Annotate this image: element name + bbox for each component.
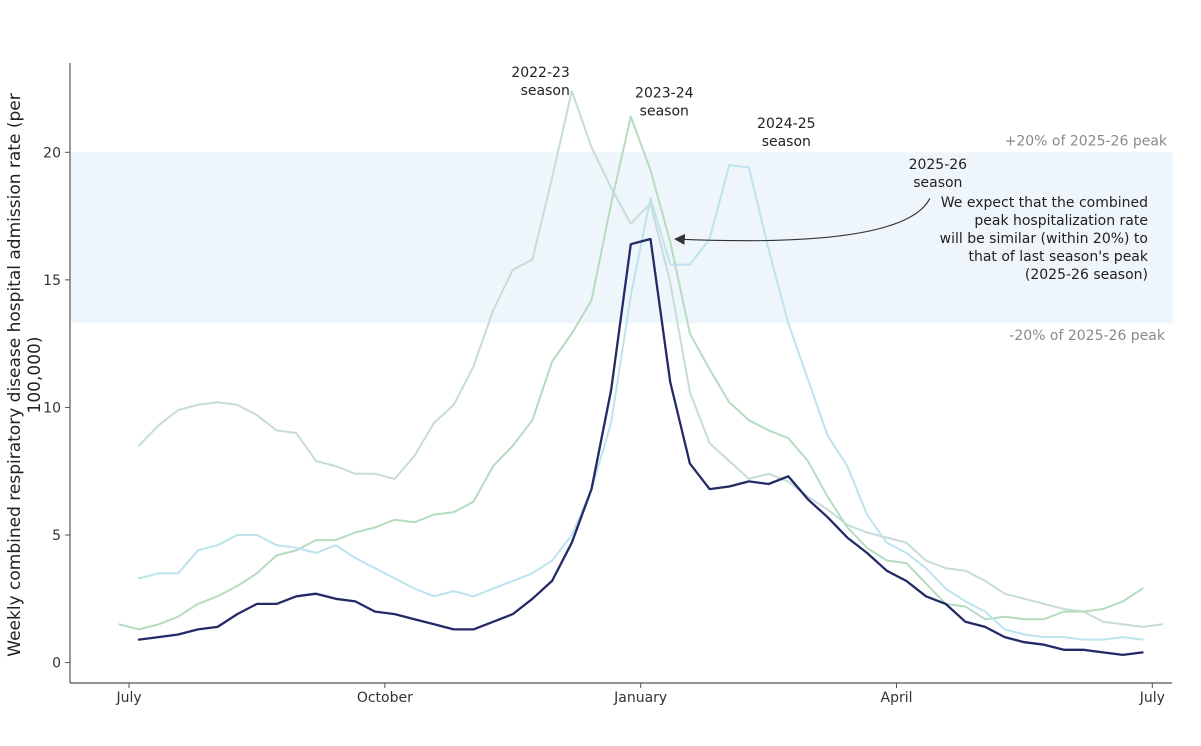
x-tick-label: April: [881, 690, 913, 706]
y-axis-title-line: 100,000): [25, 337, 45, 414]
season-label-line: 2025-26: [909, 157, 968, 173]
annotation-line: that of last season's peak: [968, 249, 1148, 265]
axis-layer: 0 5 10 15 20 July October January April July Weekl…: [5, 63, 1172, 706]
projection-band: [71, 152, 1173, 324]
season-label-line: season: [521, 83, 570, 99]
season-label-line: 2022-23: [511, 65, 570, 81]
season-label-line: 2023-24: [635, 85, 694, 101]
series-line-2024-25-season: [137, 164, 1144, 641]
band-upper-label: +20% of 2025-26 peak: [1005, 133, 1168, 149]
series-line-2025-26-season: [137, 237, 1144, 657]
season-label-line: season: [762, 134, 811, 150]
annotation-line: will be similar (within 20%) to: [940, 231, 1148, 247]
y-axis-title-line: Weekly combined respiratory disease hosp…: [5, 93, 25, 656]
y-axis-title: Weekly combined respiratory disease hosp…: [5, 93, 45, 656]
series-line-2022-23-season: [137, 90, 1164, 628]
annotation-line: peak hospitalization rate: [974, 213, 1148, 229]
season-label-line: season: [640, 103, 689, 119]
y-tick-label: 15: [43, 273, 61, 289]
annotation-line: (2025-26 season): [1025, 267, 1148, 283]
x-tick-label: July: [115, 690, 141, 706]
series-layer: [118, 90, 1164, 657]
y-tick-label: 10: [43, 400, 61, 416]
season-label: 2023-24 season: [635, 85, 694, 119]
y-tick-label: 0: [52, 656, 61, 672]
season-label: 2022-23 season: [511, 65, 570, 99]
season-label-line: 2024-25: [757, 116, 816, 132]
season-label: 2025-26 season: [909, 157, 968, 191]
x-tick-label: October: [357, 690, 413, 706]
y-tick-label: 5: [52, 528, 61, 544]
y-tick-label: 20: [43, 145, 61, 161]
season-label: 2024-25 season: [757, 116, 816, 150]
band-lower-label: -20% of 2025-26 peak: [1009, 328, 1166, 344]
series-line-2023-24-season: [118, 115, 1144, 631]
projection-band-layer: [71, 152, 1173, 324]
annotation-line: We expect that the combined: [941, 195, 1148, 211]
season-label-line: season: [913, 175, 962, 191]
label-layer: +20% of 2025-26 peak -20% of 2025-26 peak…: [511, 65, 1168, 344]
x-tick-label: January: [613, 690, 667, 706]
annotation-arrow: [674, 197, 931, 245]
x-tick-label: July: [1139, 690, 1165, 706]
